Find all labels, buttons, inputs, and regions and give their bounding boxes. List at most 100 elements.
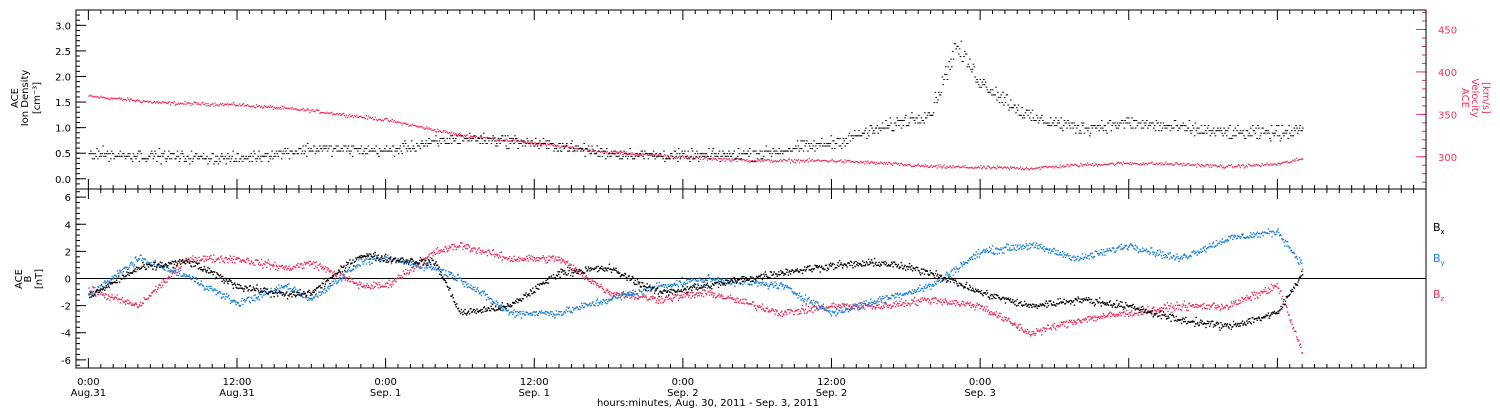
by-point [205, 285, 208, 288]
density-point [938, 94, 941, 96]
bz-point [582, 273, 584, 275]
velocity-point [874, 161, 876, 163]
density-point [1082, 122, 1085, 124]
by-point [206, 288, 208, 290]
bz-point [352, 280, 354, 283]
bz-point [443, 250, 445, 253]
velocity-point [644, 153, 646, 155]
bz-point [508, 258, 510, 260]
density-point [443, 140, 446, 142]
density-point [573, 148, 575, 150]
velocity-point [1047, 166, 1049, 168]
bz-point [127, 299, 130, 302]
density-point [347, 145, 350, 147]
density-point [771, 153, 774, 155]
velocity-point [1074, 163, 1076, 165]
density-point [765, 145, 768, 147]
density-point [1222, 135, 1224, 137]
density-point [261, 155, 264, 157]
density-point [1177, 130, 1179, 132]
velocity-point [1166, 163, 1168, 166]
bz-point [655, 302, 657, 304]
by-point [182, 275, 184, 277]
density-point [1256, 137, 1258, 139]
bz-point [1116, 315, 1119, 317]
velocity-point [818, 159, 820, 162]
bz-point [514, 259, 517, 262]
bz-point [838, 306, 841, 308]
velocity-point [129, 100, 131, 102]
bz-point [341, 280, 343, 282]
velocity-point [726, 159, 728, 161]
velocity-point [1081, 164, 1083, 166]
velocity-point [1113, 164, 1116, 167]
velocity-point [765, 159, 767, 161]
density-point [933, 102, 936, 104]
velocity-point [1170, 163, 1172, 165]
bz-point [945, 301, 948, 303]
bz-point [101, 291, 103, 293]
density-point [802, 150, 805, 152]
by-point [369, 263, 371, 266]
velocity-point [999, 166, 1002, 169]
bz-point [1118, 314, 1120, 316]
bz-point [527, 260, 529, 262]
by-point [374, 254, 376, 256]
velocity-point [276, 108, 278, 110]
density-point [1043, 122, 1046, 124]
velocity-point [1026, 168, 1028, 170]
density-point [268, 155, 271, 157]
density-point [118, 155, 121, 157]
velocity-point [141, 101, 144, 103]
velocity-point [1174, 163, 1176, 165]
density-point [1207, 125, 1210, 127]
bz-point [1249, 298, 1251, 300]
density-point [1087, 130, 1089, 132]
bz-point [520, 257, 522, 260]
velocity-point [1126, 162, 1129, 165]
bz-point [193, 259, 195, 261]
velocity-point [940, 166, 942, 168]
bz-point [684, 296, 686, 298]
bz-point [705, 293, 708, 296]
by-point [173, 269, 176, 272]
bz-point [711, 291, 714, 294]
density-point [1107, 122, 1110, 124]
density-point [1227, 127, 1230, 129]
velocity-point [1061, 165, 1063, 168]
by-point [370, 258, 372, 260]
bz-point [1168, 305, 1170, 307]
bz-point [468, 246, 471, 249]
bz-point [410, 269, 412, 272]
density-point [650, 153, 652, 155]
density-point [838, 145, 840, 147]
density-point [594, 153, 597, 155]
velocity-point [757, 160, 759, 162]
velocity-point [1023, 169, 1025, 171]
bz-point [499, 251, 501, 254]
density-point [938, 91, 940, 93]
density-point [884, 127, 886, 129]
density-point [1058, 122, 1061, 124]
by-point [125, 267, 127, 269]
density-point [1254, 132, 1257, 134]
bz-point [364, 287, 367, 289]
bz-point [1171, 311, 1173, 313]
density-point [251, 160, 253, 162]
bz-point [771, 307, 773, 310]
density-point [1208, 130, 1211, 132]
by-point [381, 259, 384, 262]
by-point [376, 255, 378, 257]
density-point [478, 137, 481, 139]
velocity-point [1259, 165, 1261, 167]
bz-point [588, 280, 590, 283]
bz-point [1275, 286, 1278, 288]
velocity-point [313, 110, 315, 112]
bz-point [1220, 308, 1222, 310]
bz-point [1201, 308, 1203, 310]
bz-point [528, 254, 530, 256]
velocity-point [857, 161, 859, 163]
bz-point [448, 245, 451, 247]
velocity-point [921, 165, 923, 167]
velocity-point [158, 101, 160, 103]
